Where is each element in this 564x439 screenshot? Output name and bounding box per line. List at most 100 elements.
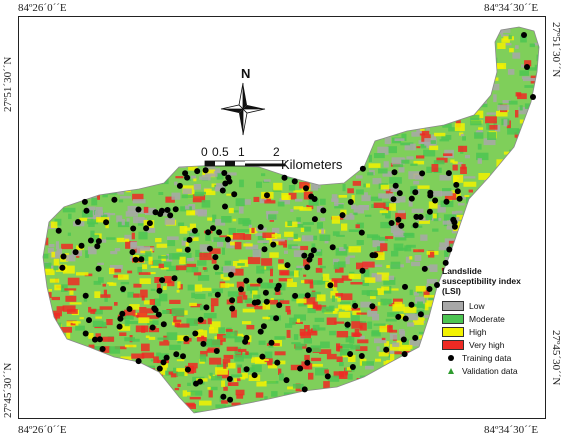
training-point — [262, 289, 269, 296]
training-point — [388, 220, 395, 226]
training-point — [146, 220, 153, 227]
training-point — [138, 256, 145, 263]
training-point — [291, 178, 298, 185]
training-point — [171, 275, 178, 282]
training-point — [163, 354, 170, 361]
training-point — [401, 351, 408, 358]
training-point — [229, 305, 236, 312]
training-point — [408, 195, 415, 202]
training-point — [530, 94, 536, 100]
training-point — [421, 265, 428, 272]
legend-item-moderate: Moderate — [442, 312, 538, 325]
training-point — [453, 181, 460, 188]
training-point — [225, 174, 232, 181]
training-point — [59, 264, 66, 271]
legend-item-low: Low — [442, 299, 538, 312]
training-point — [412, 222, 419, 229]
training-point — [359, 267, 366, 274]
training-point — [426, 286, 433, 292]
training-point — [75, 219, 81, 225]
legend-title: Landslide susceptibility index (LSI) — [442, 266, 521, 296]
training-point — [202, 167, 209, 174]
training-point — [320, 207, 327, 214]
scale-tick-2: 2 — [273, 145, 280, 159]
scale-tick-0-5: 0.5 — [212, 145, 229, 159]
training-point — [445, 170, 452, 177]
training-point — [243, 366, 250, 373]
training-point — [95, 265, 102, 272]
training-point — [390, 196, 397, 203]
training-point — [349, 364, 356, 370]
training-point — [83, 207, 90, 214]
training-point — [220, 393, 227, 400]
training-point — [186, 236, 193, 243]
training-point — [222, 203, 228, 210]
training-point — [86, 317, 92, 324]
scale-tick-0: 0 — [201, 145, 208, 159]
training-point — [151, 305, 158, 312]
training-point — [155, 311, 162, 318]
legend-label-training-data: Training data — [462, 352, 512, 363]
training-point — [339, 212, 346, 219]
training-point — [135, 206, 142, 213]
training-point — [254, 299, 261, 306]
green-triangle-icon — [448, 367, 454, 374]
coord-top-right: 84º34´30´´E — [484, 2, 539, 14]
training-point — [257, 328, 264, 335]
training-point — [391, 169, 398, 176]
training-point — [434, 282, 440, 288]
legend-label-moderate: Moderate — [469, 313, 505, 324]
coord-bottom-right: 84º34´30´´E — [484, 424, 539, 436]
training-point — [197, 316, 204, 323]
training-point — [352, 302, 359, 309]
training-point — [119, 310, 126, 317]
training-point — [303, 185, 309, 192]
training-point — [456, 195, 463, 202]
training-point — [216, 229, 223, 236]
training-point — [451, 223, 458, 230]
training-point — [369, 303, 376, 310]
training-point — [103, 219, 110, 226]
compass-rose-icon — [220, 82, 266, 136]
training-point — [395, 216, 402, 223]
training-point — [284, 262, 291, 269]
training-point — [156, 287, 163, 294]
training-point — [180, 353, 186, 360]
training-point — [82, 330, 89, 337]
training-point — [304, 292, 311, 299]
training-point — [205, 229, 212, 236]
training-point — [292, 292, 299, 299]
training-point — [275, 282, 282, 289]
training-point — [192, 330, 199, 337]
training-point — [450, 216, 457, 223]
training-point — [400, 336, 407, 343]
training-point — [305, 347, 312, 353]
legend-item-high: High — [442, 325, 538, 338]
training-point — [327, 282, 334, 289]
legend-swatch-high — [442, 326, 464, 337]
training-point — [206, 245, 213, 252]
training-point — [263, 298, 270, 305]
training-point — [283, 377, 290, 384]
training-point — [152, 209, 159, 216]
scale-unit: Kilometers — [281, 157, 343, 172]
north-label: N — [241, 66, 251, 81]
training-point — [238, 286, 244, 293]
coord-left-bottom: 27º45´30´´N — [2, 362, 14, 418]
training-point — [99, 346, 106, 352]
training-point — [55, 227, 62, 234]
training-point — [308, 252, 315, 259]
training-point — [95, 238, 102, 245]
coord-bottom-left: 84º26´0´´E — [18, 424, 67, 436]
legend-item-training-data: Training data — [442, 351, 538, 364]
training-point — [210, 225, 216, 232]
training-point — [224, 236, 231, 243]
training-point — [301, 386, 308, 393]
training-point — [310, 247, 317, 254]
training-point — [259, 353, 266, 360]
training-point — [92, 336, 98, 343]
training-point — [126, 306, 133, 312]
training-point — [193, 380, 199, 387]
training-point — [94, 243, 101, 250]
training-point — [129, 249, 136, 256]
